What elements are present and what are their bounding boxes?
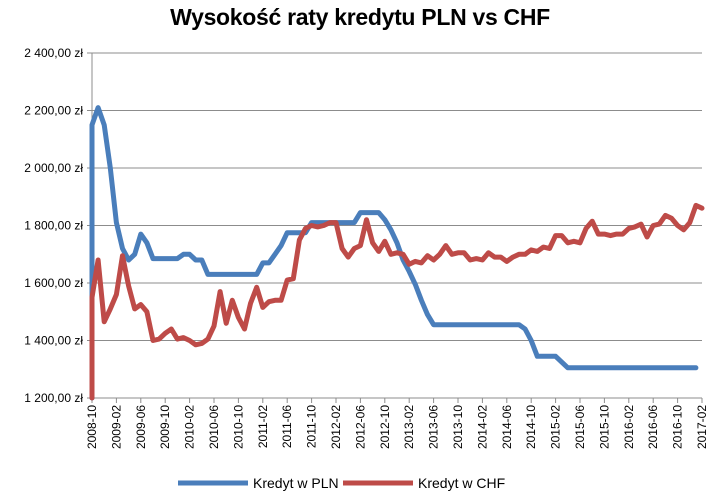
x-tick-label: 2014-02 — [475, 405, 489, 449]
x-tick-label: 2010-06 — [207, 405, 221, 449]
x-axis-tick-labels: 2008-10 2009-02 2009-06 2009-10 2010-02 2010-… — [85, 405, 709, 449]
gridlines — [92, 52, 702, 341]
legend-label: Kredyt w PLN — [253, 475, 339, 491]
x-tick-label: 2012-10 — [378, 405, 392, 449]
y-tick-label: 2 400,00 zł — [24, 46, 83, 60]
x-tick-label: 2016-10 — [671, 405, 685, 449]
x-tick-label: 2013-06 — [427, 405, 441, 449]
y-tick-label: 1 200,00 zł — [24, 391, 83, 405]
x-tick-label: 2010-10 — [231, 405, 245, 449]
y-tick-label: 1 800,00 zł — [24, 219, 83, 233]
x-tick-label: 2014-06 — [500, 405, 514, 449]
y-tick-label: 2 000,00 zł — [24, 161, 83, 175]
y-axis-tick-labels: 1 200,00 zł 1 400,00 zł 1 600,00 zł 1 800,0… — [24, 46, 83, 405]
x-tick-label: 2016-02 — [622, 405, 636, 449]
y-tick-label: 2 200,00 zł — [24, 104, 83, 118]
axes — [87, 52, 703, 403]
x-tick-label: 2010-02 — [183, 405, 197, 449]
x-tick-label: 2009-10 — [158, 405, 172, 449]
series-line-chf — [89, 202, 705, 401]
legend-label: Kredyt w CHF — [418, 475, 505, 491]
legend-entry-pln: Kredyt w PLN — [178, 475, 339, 491]
x-tick-label: 2015-02 — [549, 405, 563, 449]
x-tick-label: 2015-06 — [573, 405, 587, 449]
x-tick-label: 2013-10 — [451, 405, 465, 449]
x-tick-label: 2012-06 — [353, 405, 367, 449]
x-tick-label: 2013-02 — [402, 405, 416, 449]
chart-title: Wysokość raty kredytu PLN vs CHF — [170, 4, 550, 30]
x-tick-label: 2011-06 — [280, 405, 294, 448]
x-tick-label: 2016-06 — [646, 405, 660, 449]
y-tick-label: 1 400,00 zł — [24, 334, 83, 348]
x-tick-label: 2017-02 — [695, 405, 709, 449]
x-tick-label: 2015-10 — [597, 405, 611, 449]
x-tick-label: 2009-06 — [134, 405, 148, 449]
x-tick-label: 2012-02 — [329, 405, 343, 449]
series-line-pln — [89, 105, 699, 401]
legend-entry-chf: Kredyt w CHF — [343, 475, 505, 491]
x-tick-label: 2014-10 — [524, 405, 538, 449]
x-tick-label: 2011-02 — [256, 405, 270, 448]
x-tick-label: 2009-02 — [109, 405, 123, 449]
y-tick-label: 1 600,00 zł — [24, 276, 83, 290]
series-lines — [89, 105, 705, 401]
legend: Kredyt w PLN Kredyt w CHF — [178, 475, 505, 491]
x-tick-label: 2008-10 — [85, 405, 99, 449]
x-tick-label: 2011-10 — [305, 405, 319, 448]
